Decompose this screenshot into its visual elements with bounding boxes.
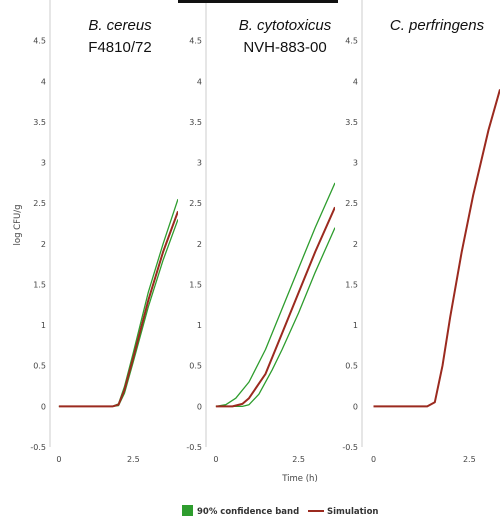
- legend-label-confidence-band: 90% confidence band: [197, 507, 299, 517]
- y-axis-title: log CFU/g: [13, 205, 23, 246]
- y-tick-label: 4: [353, 77, 358, 86]
- panel-1: -0.5 0 0.5 1 1.5 2 2.5 3 3.5 4 4.5 0 2.5 B. cereus F48…: [30, 0, 178, 464]
- y-tick-label: 2: [353, 240, 358, 249]
- y-tick-label: 3.5: [33, 118, 46, 127]
- y-tick-label: 1: [197, 321, 202, 330]
- y-tick-label: 0.5: [345, 362, 358, 371]
- panel-2: -0.5 0 0.5 1 1.5 2 2.5 3 3.5 4 4.5 0 2.5 B. cytotoxic…: [186, 0, 335, 464]
- y-tick-label: 3: [41, 159, 46, 168]
- y-tick-label: 3.5: [189, 118, 202, 127]
- y-tick-label: 3.5: [345, 118, 358, 127]
- legend: 90% confidence band Simulation: [182, 505, 378, 517]
- y-tick-label: 1.5: [345, 280, 358, 289]
- y-tick-label: 0: [41, 402, 46, 411]
- y-tick-label: 1.5: [189, 280, 202, 289]
- y-tick-label: 2: [41, 240, 46, 249]
- y-tick-label: 2: [197, 240, 202, 249]
- panel-subtitle: NVH-883-00: [243, 39, 326, 56]
- x-tick-label: 2.5: [127, 455, 140, 464]
- x-tick-label: 2.5: [463, 455, 476, 464]
- legend-label-simulation: Simulation: [327, 507, 378, 517]
- x-tick-label: 0: [213, 455, 218, 464]
- panel-3: -0.5 0 0.5 1 1.5 2 2.5 3 3.5 4 4.5 0 2.5 C. perfringe…: [342, 0, 500, 464]
- y-tick-label: 0.5: [189, 362, 202, 371]
- y-tick-label: 0: [353, 402, 358, 411]
- y-tick-label: 0.5: [33, 362, 46, 371]
- panel-title: B. cytotoxicus: [239, 17, 332, 34]
- legend-swatch-confidence-band: [182, 505, 193, 516]
- x-tick-label: 0: [371, 455, 376, 464]
- panels-layer: -0.5 0 0.5 1 1.5 2 2.5 3 3.5 4 4.5 0 2.5 B. cereus F48…: [30, 0, 500, 464]
- y-tick-label: 4: [41, 77, 46, 86]
- y-tick-label: -0.5: [342, 443, 358, 452]
- y-tick-label: 1: [41, 321, 46, 330]
- panel-title: C. perfringens: [390, 17, 485, 34]
- y-tick-label: 3: [353, 159, 358, 168]
- y-tick-label: 4.5: [345, 37, 358, 46]
- x-axis-title: Time (h): [281, 474, 318, 484]
- top-border-strip: [178, 0, 338, 3]
- y-tick-label: -0.5: [186, 443, 202, 452]
- y-tick-label: 4.5: [189, 37, 202, 46]
- y-tick-label: 0: [197, 402, 202, 411]
- y-tick-label: 4: [197, 77, 202, 86]
- y-tick-label: 3: [197, 159, 202, 168]
- y-tick-label: -0.5: [30, 443, 46, 452]
- simulation-line: [373, 89, 500, 408]
- y-tick-label: 1: [353, 321, 358, 330]
- panel-subtitle: F4810/72: [88, 39, 151, 56]
- y-tick-label: 4.5: [33, 37, 46, 46]
- y-tick-label: 2.5: [33, 199, 46, 208]
- simulation-line: [215, 206, 335, 408]
- simulation-line: [58, 210, 178, 408]
- x-tick-label: 2.5: [292, 455, 305, 464]
- confidence-band-line: [215, 182, 335, 408]
- confidence-band-line: [215, 227, 335, 408]
- y-tick-label: 2.5: [189, 199, 202, 208]
- panel-title: B. cereus: [88, 17, 152, 34]
- x-tick-label: 0: [56, 455, 61, 464]
- y-tick-label: 2.5: [345, 199, 358, 208]
- y-tick-label: 1.5: [33, 280, 46, 289]
